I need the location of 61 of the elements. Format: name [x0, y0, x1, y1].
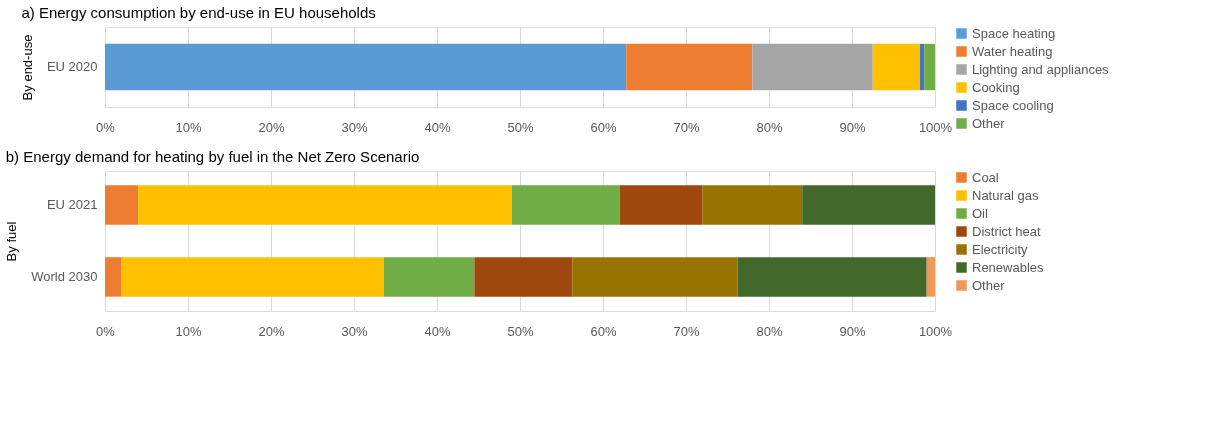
x-tick-label: 70% [673, 323, 700, 339]
x-tick-label: 80% [756, 119, 783, 135]
legend-label: Water heating [972, 43, 1053, 59]
legend-label: Lighting and appliances [972, 61, 1110, 77]
x-tick-label: 0% [96, 119, 116, 135]
y-tick-label: World 2030 [31, 268, 98, 284]
bar [619, 185, 703, 225]
bar [474, 257, 573, 297]
x-tick-label: 40% [424, 323, 451, 339]
x-tick-label: 50% [507, 323, 534, 339]
bar [924, 43, 935, 91]
y-axis-title: By end-use [19, 34, 35, 101]
text: Oil [972, 205, 988, 221]
x-tick-label: 80% [756, 323, 783, 339]
chart-title: b) Energy demand for heating by fuel in the Net Zero Scenario [5, 148, 420, 165]
x-tick-label: 60% [590, 119, 617, 135]
legend-label: Other [972, 277, 1006, 293]
legend-label: Space cooling [972, 97, 1054, 113]
chart-title: a) Energy consumption by end-use in EU households [21, 4, 376, 21]
x-tick-label: 10% [175, 119, 202, 135]
legend-label: District heat [972, 223, 1042, 239]
x-tick-label: 100% [918, 119, 953, 135]
x-tick-label: 10% [175, 323, 202, 339]
legend-label: Space heating [972, 25, 1056, 41]
bar [626, 43, 753, 91]
bar [872, 43, 921, 91]
x-tick-label: 0% [96, 323, 116, 339]
bar [121, 257, 384, 297]
x-tick-label: 20% [258, 119, 285, 135]
bar [105, 185, 139, 225]
bar [752, 43, 873, 91]
y-axis-title: By fuel [4, 221, 20, 262]
bar [737, 257, 927, 297]
bar [920, 43, 925, 91]
legend-label: Electricity [972, 241, 1029, 257]
y-tick-label: EU 2020 [46, 59, 98, 74]
x-tick-label: 60% [590, 323, 617, 339]
bar [138, 185, 512, 225]
bar [383, 257, 475, 297]
bar [572, 257, 738, 297]
legend-label: Cooking [972, 79, 1020, 95]
x-tick-label: 90% [839, 323, 866, 339]
bar [702, 185, 803, 225]
bar [926, 257, 935, 297]
text: Coal [972, 169, 999, 185]
x-tick-label: 30% [341, 323, 368, 339]
bar [802, 185, 935, 225]
bar [105, 257, 122, 297]
x-tick-label: 100% [918, 323, 953, 339]
bar [511, 185, 620, 225]
x-tick-label: 50% [507, 119, 534, 135]
x-tick-label: 20% [258, 323, 285, 339]
x-tick-label: 90% [839, 119, 866, 135]
x-tick-label: 30% [341, 119, 368, 135]
x-tick-label: 40% [424, 119, 451, 135]
y-tick-label: EU 2021 [46, 197, 98, 213]
legend-label: Renewables [972, 259, 1045, 275]
bar [105, 43, 627, 91]
text: Natural gas [972, 187, 1039, 203]
x-tick-label: 70% [673, 119, 700, 135]
legend-label: Other [972, 115, 1006, 131]
